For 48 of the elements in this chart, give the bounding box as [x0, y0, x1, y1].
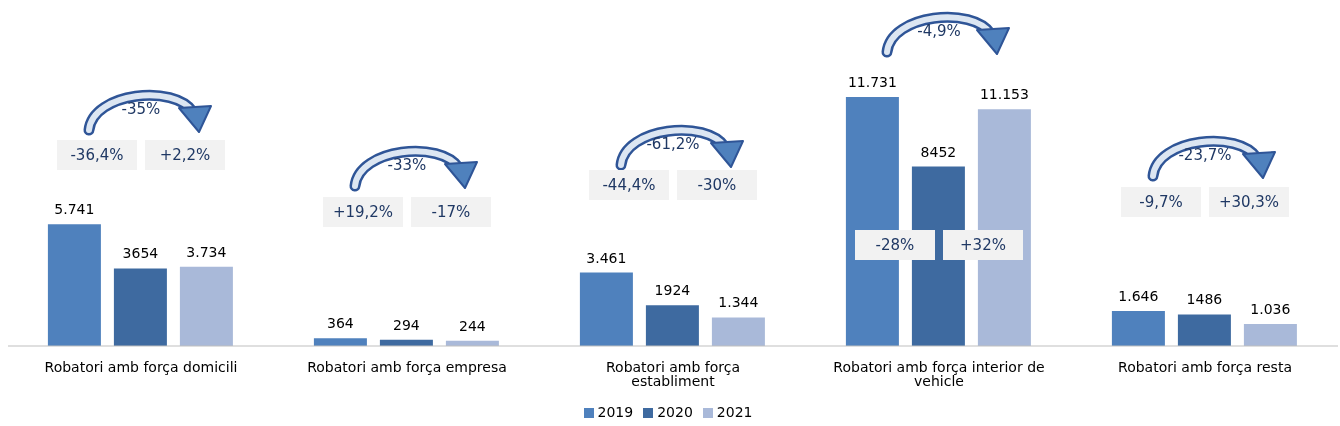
bar — [645, 305, 699, 346]
data-label: 294 — [393, 316, 420, 333]
x-tick-label: Robatori amb força empresa — [307, 358, 507, 375]
data-label: 1.344 — [718, 294, 759, 311]
annotation: -33% — [386, 156, 428, 174]
bar — [113, 268, 167, 346]
data-label: 1486 — [1186, 291, 1223, 308]
bar — [1111, 311, 1165, 346]
legend-label: 2019 — [597, 404, 634, 420]
annotation: -61,2% — [645, 135, 701, 153]
legend-label: 2021 — [716, 404, 753, 420]
bar — [1243, 324, 1297, 346]
x-tick-label: Robatori amb força establiment — [605, 358, 741, 389]
bar — [711, 317, 765, 346]
x-tick-label: Robatori amb força resta — [1118, 358, 1292, 375]
x-tick-label: Robatori amb força interior de vehicle — [833, 358, 1045, 389]
data-label: 11.153 — [979, 86, 1029, 103]
bar — [179, 266, 233, 346]
annotation: -23,7% — [1177, 146, 1233, 164]
annotation: +19,2% — [323, 197, 403, 227]
data-label: 1.036 — [1250, 301, 1291, 318]
annotation: +2,2% — [145, 140, 225, 170]
annotation: -30% — [677, 170, 757, 200]
data-label: 8452 — [920, 143, 957, 160]
annotation: +30,3% — [1209, 187, 1289, 217]
bar — [47, 224, 101, 346]
annotation: -17% — [411, 197, 491, 227]
annotation: -44,4% — [589, 170, 669, 200]
data-label: 11.731 — [847, 74, 897, 90]
annotation: -36,4% — [57, 140, 137, 170]
data-label: 5.741 — [54, 201, 95, 218]
data-label: 3654 — [122, 245, 159, 262]
legend-label: 2020 — [657, 404, 693, 420]
text: -4,9% — [916, 22, 962, 40]
annotation: +32% — [943, 230, 1023, 260]
data-label: 1924 — [654, 282, 691, 299]
bar — [579, 272, 633, 346]
data-label: 1.646 — [1118, 288, 1159, 305]
annotation: -35% — [120, 100, 162, 118]
data-label: 244 — [459, 317, 486, 334]
bar — [1177, 314, 1231, 346]
data-label: 3.461 — [586, 249, 627, 266]
data-label: 3.734 — [186, 243, 227, 260]
data-label: 364 — [327, 315, 354, 332]
annotation: -9,7% — [1121, 187, 1201, 217]
bar — [313, 338, 367, 346]
x-tick-label: Robatori amb força domicili — [44, 358, 238, 375]
annotation: -28% — [855, 230, 935, 260]
